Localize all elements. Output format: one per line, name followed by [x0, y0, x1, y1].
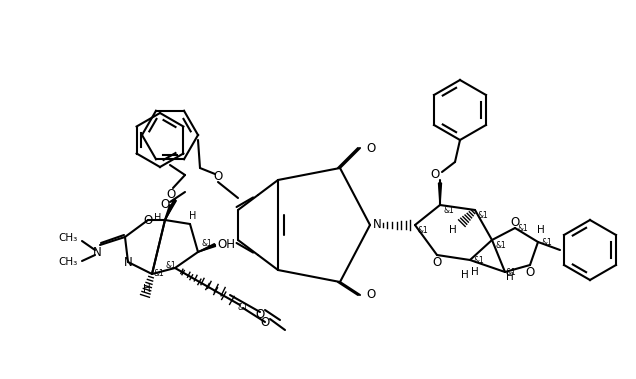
Text: &1: &1 [518, 224, 529, 233]
Text: &1: &1 [153, 268, 163, 277]
Text: H: H [190, 211, 197, 221]
Text: O: O [525, 266, 535, 279]
Polygon shape [198, 244, 216, 252]
Text: OH: OH [217, 238, 235, 252]
Text: &1: &1 [495, 241, 506, 250]
Text: O: O [510, 216, 520, 230]
Text: H: H [449, 225, 457, 235]
Text: &1: &1 [478, 211, 488, 220]
Text: O: O [431, 169, 439, 182]
Text: H: H [155, 213, 162, 223]
Text: CH₃: CH₃ [59, 257, 78, 267]
Text: &1: &1 [443, 206, 453, 215]
Text: O: O [213, 171, 223, 183]
Text: O: O [143, 213, 153, 227]
Text: N: N [93, 246, 101, 258]
Text: CH₃: CH₃ [59, 233, 78, 243]
Text: O: O [167, 188, 176, 202]
Polygon shape [438, 183, 441, 205]
Text: &1: &1 [473, 256, 484, 265]
Text: O: O [256, 307, 265, 321]
Polygon shape [165, 199, 176, 220]
Text: &1: &1 [165, 260, 176, 269]
Text: &1: &1 [237, 303, 248, 312]
Text: O: O [160, 199, 170, 211]
Text: &1: &1 [201, 240, 212, 249]
Text: N: N [373, 219, 382, 232]
Text: H: H [461, 270, 469, 280]
Text: &1: &1 [505, 268, 516, 277]
Text: O: O [432, 257, 441, 269]
Text: &1: &1 [541, 238, 552, 247]
Text: H: H [537, 225, 545, 235]
Text: O: O [260, 315, 270, 329]
Text: H: H [471, 267, 479, 277]
Text: N: N [123, 255, 132, 268]
Text: O: O [366, 288, 375, 302]
Text: H: H [143, 284, 151, 294]
Text: H: H [506, 272, 514, 282]
Text: O: O [366, 141, 375, 155]
Text: &1: &1 [418, 226, 429, 235]
